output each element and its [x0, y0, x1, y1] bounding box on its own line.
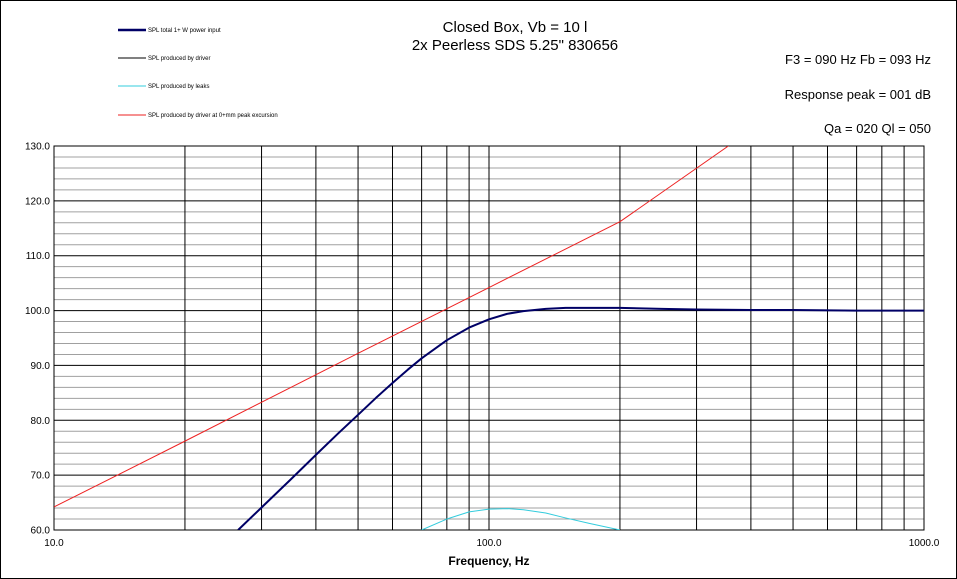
- series-line-0: [237, 306, 924, 530]
- chart-subtitle: 2x Peerless SDS 5.25" 830656: [411, 37, 619, 54]
- y-tick-label: 80.0: [31, 416, 51, 427]
- qa-ql-readout: Qa = 020 Ql = 050: [824, 121, 931, 136]
- series-line-3: [54, 146, 729, 508]
- y-tick-label: 110.0: [26, 251, 51, 262]
- plot-area-border: [53, 145, 925, 531]
- series-line-2: [421, 508, 621, 530]
- major-gridlines: [54, 145, 924, 531]
- legend-label-2: SPL produced by leaks: [148, 84, 209, 90]
- y-tick-label: 90.0: [31, 361, 51, 372]
- legend-label-1: SPL produced by driver: [148, 56, 210, 62]
- curves: [54, 146, 924, 530]
- y-tick-label: 130.0: [25, 142, 50, 153]
- x-tick-label: 100.0: [476, 538, 501, 549]
- y-tick-label: 100.0: [25, 306, 50, 317]
- tick-labels: 60.0 70.0 80.0 90.0 100.0 110.0 120.0 130.0 10.0…: [25, 142, 940, 550]
- x-tick-label: 1000.0: [909, 538, 940, 549]
- legend: SPL total 1+ W power input SPL produced b…: [118, 28, 278, 119]
- x-tick-label: 10.0: [44, 538, 64, 549]
- chart-title: Closed Box, Vb = 10 l: [442, 19, 588, 36]
- y-tick-label: 60.0: [31, 526, 51, 537]
- response-peak-readout: Response peak = 001 dB: [784, 87, 931, 102]
- y-tick-label: 70.0: [31, 471, 51, 482]
- f3-fb-readout: F3 = 090 Hz Fb = 093 Hz: [785, 52, 931, 67]
- y-tick-label: 120.0: [25, 196, 50, 207]
- x-axis-label: Frequency, Hz: [448, 554, 529, 568]
- minor-gridlines: [54, 156, 924, 520]
- legend-label-0: SPL total 1+ W power input: [148, 28, 221, 34]
- legend-label-3: SPL produced by driver at 0+mm peak excu…: [148, 113, 278, 119]
